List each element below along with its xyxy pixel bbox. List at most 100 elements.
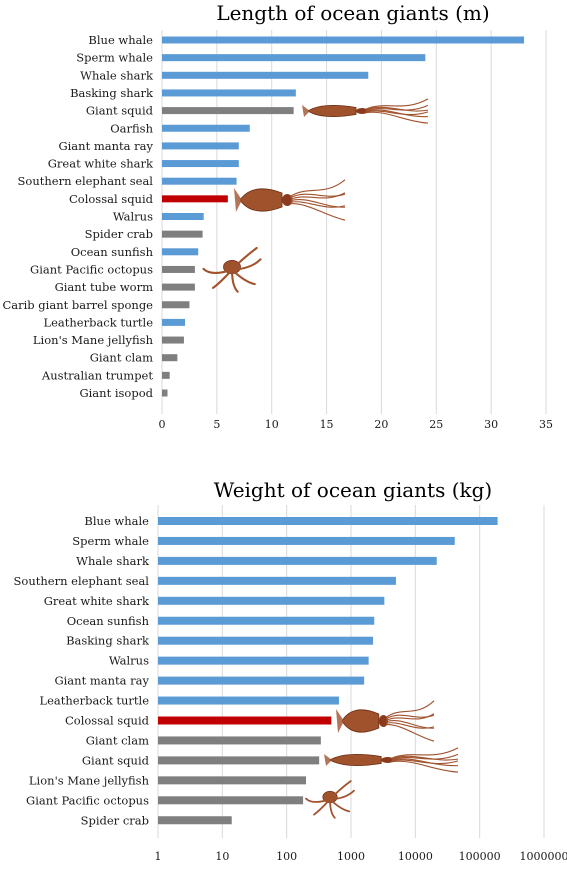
- length-gridlines: [161, 30, 547, 414]
- length-chart: Length of ocean giants (m) 0 5 10 15 20 25 30 3…: [2, 1, 553, 431]
- weight-bar-giant-manta-ray: [158, 676, 365, 685]
- weight-bar-giant-clam: [158, 736, 321, 745]
- length-bar-spider-crab: [162, 230, 203, 238]
- length-bar-giant-manta-ray: [162, 142, 239, 150]
- weight-category-label: Walrus: [109, 654, 149, 668]
- weight-x-tick-label: 10000: [398, 850, 433, 863]
- length-x-tick-label: 30: [484, 418, 498, 431]
- weight-bar-great-white-shark: [158, 596, 385, 605]
- weight-category-label: Colossal squid: [65, 714, 150, 728]
- weight-bar-whale-shark: [158, 556, 437, 565]
- length-bar-australian-trumpet: [162, 371, 170, 379]
- weight-x-tick-label: 1: [155, 850, 162, 863]
- length-x-tick-label: 15: [320, 418, 334, 431]
- weight-category-label: Basking shark: [66, 634, 150, 648]
- weight-bar-basking-shark: [158, 636, 374, 645]
- weight-category-label: Giant squid: [82, 753, 150, 767]
- length-category-label: Giant isopod: [79, 386, 153, 400]
- giant-squid-illustration: [302, 98, 429, 124]
- length-x-tick-label: 10: [265, 418, 279, 431]
- length-category-label: Giant Pacific octopus: [30, 262, 153, 276]
- length-category-label: Spider crab: [85, 227, 153, 241]
- weight-category-label: Spider crab: [81, 813, 149, 827]
- length-category-label: Giant tube worm: [55, 280, 154, 294]
- length-category-label: Leatherback turtle: [43, 315, 153, 329]
- weight-category-label: Giant manta ray: [54, 674, 149, 688]
- weight-category-label: Southern elephant seal: [14, 574, 150, 588]
- length-x-tick-label: 20: [374, 418, 388, 431]
- length-x-tick-label: 0: [159, 418, 166, 431]
- weight-bar-southern-elephant-seal: [158, 576, 396, 585]
- weight-category-label: Blue whale: [84, 514, 149, 528]
- length-category-label: Carib giant barrel sponge: [2, 298, 153, 312]
- weight-bar-leatherback-turtle: [158, 696, 339, 705]
- weight-bar-lion-s-mane-jellyfish: [158, 776, 307, 785]
- length-bar-giant-squid: [162, 107, 294, 115]
- length-bar-giant-pacific-octopus: [162, 265, 195, 273]
- length-category-label: Basking shark: [70, 86, 154, 100]
- octopus-illustration: [305, 780, 355, 819]
- colossal-squid-illustration: [336, 700, 435, 742]
- weight-bar-sperm-whale: [158, 536, 455, 545]
- length-category-label: Sperm whale: [76, 51, 153, 65]
- weight-chart: Weight of ocean giants (kg) 1 10 100 1000 10…: [14, 478, 567, 863]
- length-bar-ocean-sunfish: [162, 248, 199, 256]
- length-category-label: Blue whale: [88, 33, 153, 47]
- length-category-label: Lion's Mane jellyfish: [33, 333, 154, 347]
- length-category-label: Ocean sunfish: [71, 245, 154, 259]
- weight-x-tick-label: 1000: [337, 850, 365, 863]
- weight-x-tick-label: 1000000: [520, 850, 567, 863]
- octopus-illustration: [202, 246, 262, 293]
- length-x-tick-label: 25: [429, 418, 443, 431]
- length-category-label: Great white shark: [48, 157, 154, 171]
- length-bar-whale-shark: [162, 71, 369, 79]
- length-category-label: Walrus: [113, 210, 153, 224]
- length-bar-giant-tube-worm: [162, 283, 195, 291]
- length-category-label: Giant manta ray: [58, 139, 153, 153]
- length-chart-title: Length of ocean giants (m): [216, 1, 489, 25]
- length-x-tick-label: 5: [213, 418, 220, 431]
- length-bar-southern-elephant-seal: [162, 177, 237, 185]
- weight-bar-walrus: [158, 656, 369, 665]
- weight-category-label: Sperm whale: [72, 534, 149, 548]
- weight-category-label: Great white shark: [44, 594, 150, 608]
- length-category-label: Whale shark: [80, 68, 154, 82]
- length-category-label: Southern elephant seal: [18, 174, 154, 188]
- length-bar-great-white-shark: [162, 160, 239, 168]
- weight-x-tick-label: 10: [215, 850, 229, 863]
- weight-category-label: Leatherback turtle: [39, 694, 149, 708]
- weight-gridlines: [157, 505, 545, 838]
- length-x-tick-label: 35: [539, 418, 553, 431]
- weight-category-label: Giant Pacific octopus: [26, 793, 149, 807]
- length-bar-leatherback-turtle: [162, 318, 186, 326]
- weight-category-label: Ocean sunfish: [67, 614, 150, 628]
- length-bar-sperm-whale: [162, 54, 426, 62]
- length-category-label: Giant squid: [86, 104, 154, 118]
- length-bar-colossal-squid: [162, 195, 228, 203]
- weight-x-tick-label: 100: [276, 850, 297, 863]
- length-bar-oarfish: [162, 124, 250, 132]
- length-category-label: Giant clam: [90, 351, 153, 365]
- weight-x-tick-label: 100000: [459, 850, 501, 863]
- length-category-label: Colossal squid: [69, 192, 154, 206]
- weight-category-label: Giant clam: [86, 733, 149, 747]
- giant-squid-illustration: [324, 747, 459, 773]
- colossal-squid-illustration: [234, 179, 346, 221]
- weight-bar-ocean-sunfish: [158, 616, 375, 625]
- weight-bar-spider-crab: [158, 816, 232, 825]
- length-category-label: Australian trumpet: [41, 368, 153, 382]
- length-bar-giant-isopod: [162, 389, 168, 397]
- length-bar-carib-giant-barrel-sponge: [162, 301, 190, 309]
- length-bar-blue-whale: [162, 36, 525, 44]
- weight-bar-blue-whale: [158, 517, 498, 525]
- weight-bar-giant-pacific-octopus: [158, 796, 304, 805]
- length-bar-lion-s-mane-jellyfish: [162, 336, 184, 344]
- length-bar-walrus: [162, 213, 204, 220]
- weight-category-label: Lion's Mane jellyfish: [29, 773, 150, 787]
- length-bar-basking-shark: [162, 89, 296, 97]
- weight-bar-colossal-squid: [158, 716, 332, 725]
- weight-category-label: Whale shark: [76, 554, 150, 568]
- length-bar-giant-clam: [162, 354, 178, 362]
- weight-chart-title: Weight of ocean giants (kg): [214, 478, 492, 502]
